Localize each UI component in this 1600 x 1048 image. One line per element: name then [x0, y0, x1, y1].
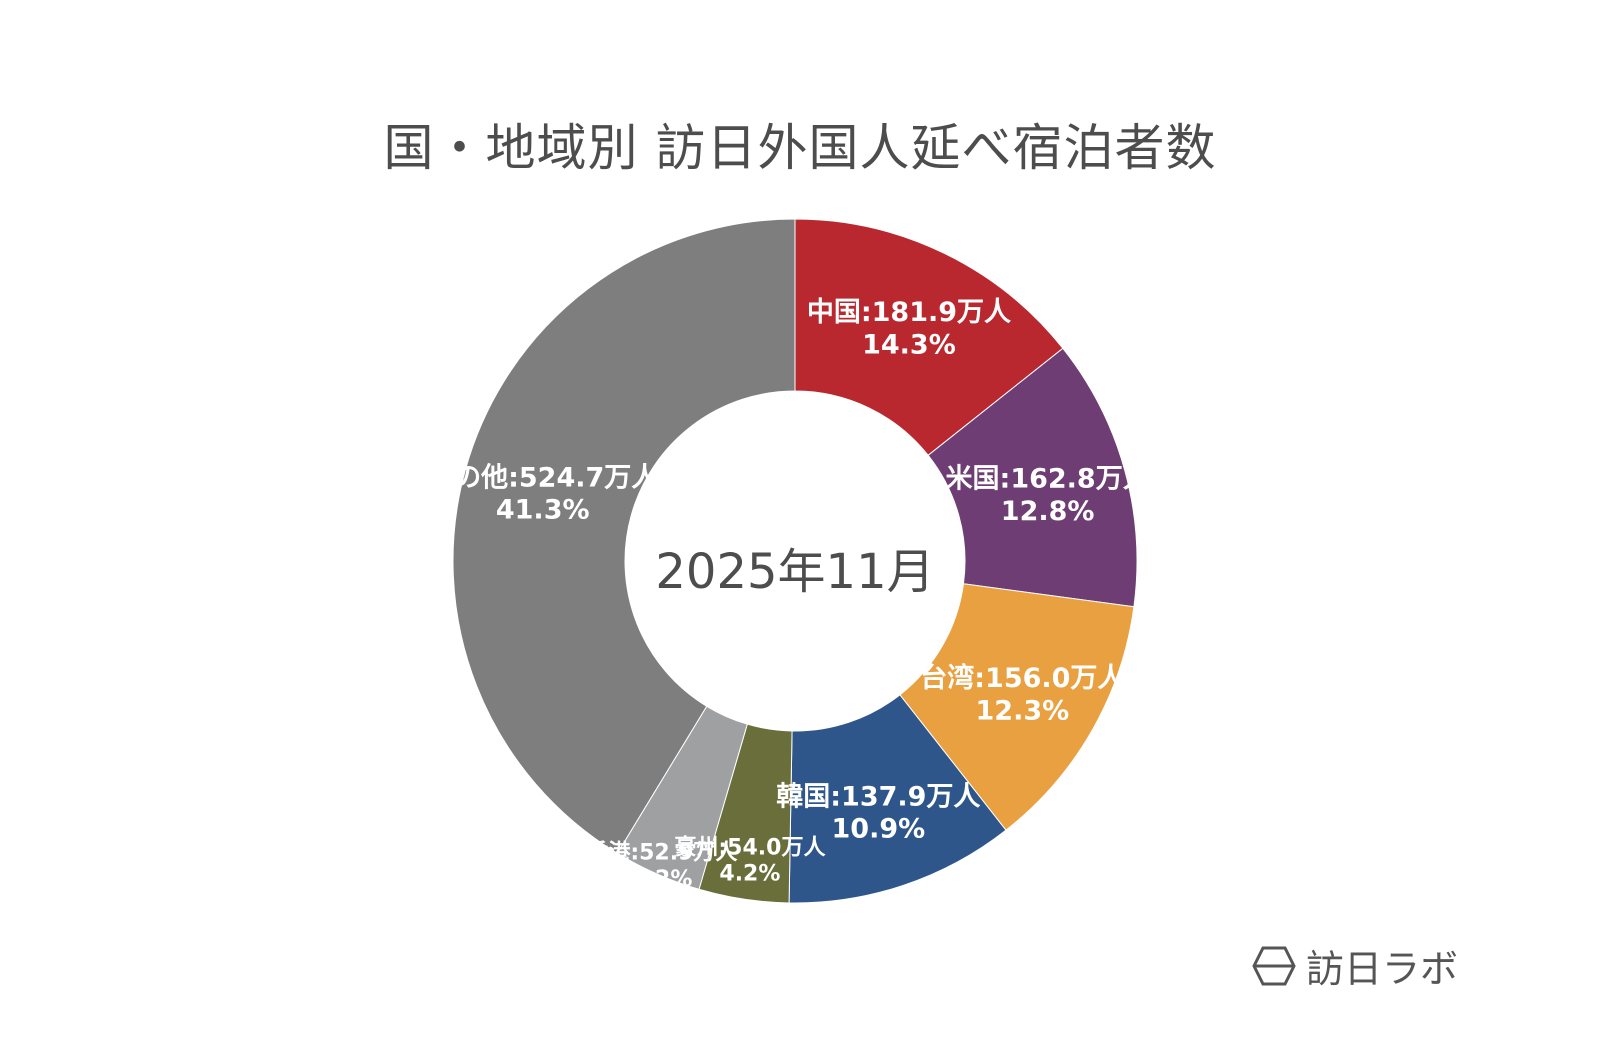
slice-label-中国: 中国:181.9万人 — [807, 297, 1011, 328]
slice-percent-韓国: 10.9% — [832, 814, 926, 845]
center-label: 2025年11月 — [655, 544, 934, 600]
slice-label-台湾: 台湾:156.0万人 — [920, 662, 1124, 694]
slice-percent-台湾: 12.3% — [976, 696, 1070, 727]
chart-title: 国・地域別 訪日外国人延べ宿泊者数 — [383, 119, 1217, 177]
slice-percent-豪州: 4.2% — [719, 862, 780, 887]
slice-中国 — [794, 218, 1064, 457]
slice-percent-香港: 4.2% — [631, 867, 692, 892]
slice-label-豪州: 豪州:54.0万人 — [674, 834, 825, 860]
slice-percent-その他: 41.3% — [496, 495, 590, 526]
slice-米国 — [927, 347, 1138, 608]
slice-label-韓国: 韓国:137.9万人 — [776, 781, 980, 812]
slice-label-その他: その他:524.7万人 — [427, 462, 658, 493]
slice-label-米国: 米国:162.8万人 — [946, 463, 1150, 494]
brand-logo: 訪日ラボ — [1252, 938, 1458, 993]
hexagon-logo-icon — [1252, 946, 1296, 985]
slice-その他 — [452, 218, 796, 854]
slice-label-香港: 香港:52.9万人 — [586, 841, 737, 866]
slice-台湾 — [899, 583, 1135, 831]
slice-percent-米国: 12.8% — [1001, 496, 1095, 527]
brand-name: 訪日ラボ — [1306, 947, 1459, 991]
slice-percent-中国: 14.3% — [862, 329, 956, 360]
slice-韓国 — [788, 694, 1007, 904]
